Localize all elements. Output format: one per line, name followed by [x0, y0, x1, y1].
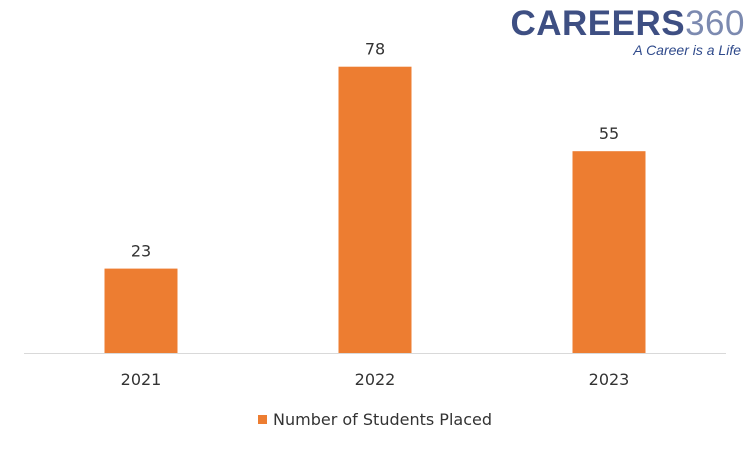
careers360-logo: CAREERS360 A Career is a Life — [510, 4, 745, 64]
x-tick-label-2023: 2023 — [589, 370, 630, 389]
bar-2022 — [338, 66, 412, 353]
logo-tagline: A Career is a Life — [633, 42, 741, 58]
logo-number: 360 — [685, 4, 745, 43]
legend: Number of Students Placed — [0, 409, 750, 429]
bar-2023 — [572, 151, 646, 353]
x-tick-label-2022: 2022 — [355, 370, 396, 389]
logo-word: CAREERS — [510, 4, 686, 43]
legend-swatch — [258, 414, 268, 424]
data-label-2022: 78 — [365, 40, 385, 59]
bar-2021 — [104, 268, 178, 353]
legend-label: Number of Students Placed — [273, 409, 492, 429]
data-label-2021: 23 — [131, 242, 151, 261]
logo-wordmark: CAREERS360 — [510, 4, 745, 44]
x-tick-label-2021: 2021 — [121, 370, 162, 389]
data-label-2023: 55 — [599, 124, 619, 143]
